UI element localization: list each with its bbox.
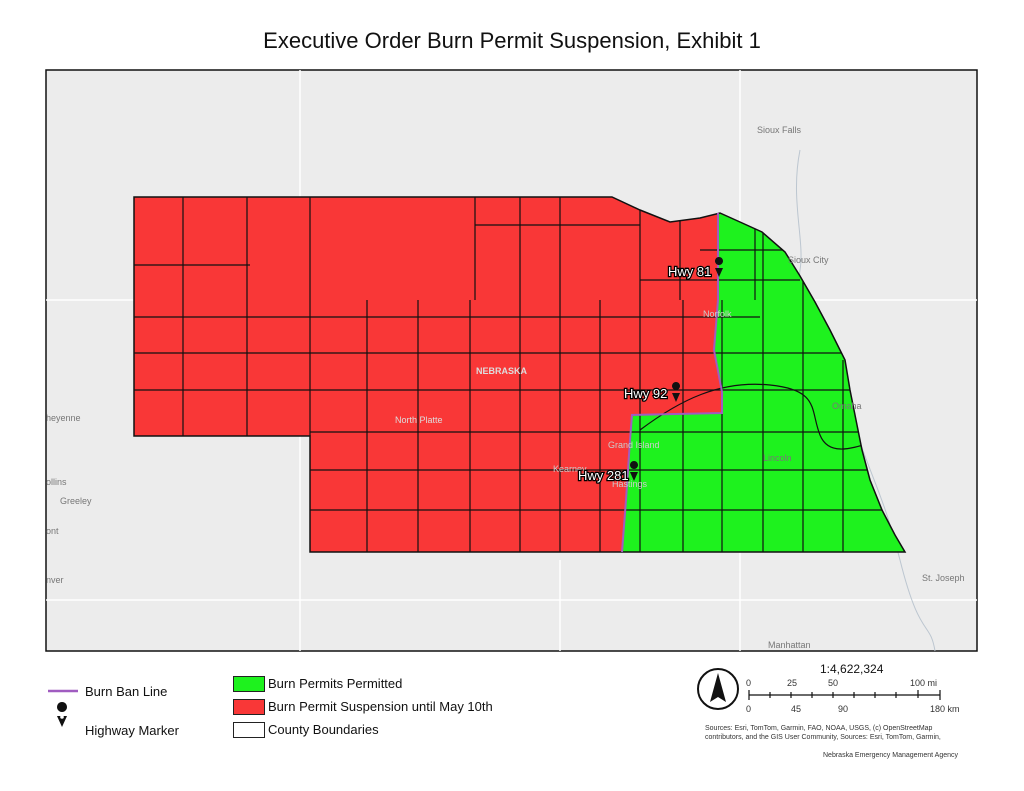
sources-line2: contributors, and the GIS User Community…	[705, 734, 941, 741]
highway-label: Hwy 92	[624, 386, 667, 401]
scale-mi-50: 50	[828, 678, 839, 688]
map-pin-icon	[715, 257, 724, 277]
legend-permitted: Burn Permits Permitted	[268, 676, 403, 691]
city-label: North Platte	[395, 415, 443, 425]
highway-label: Hwy 281	[578, 468, 629, 483]
city-label: Norfolk	[703, 309, 732, 319]
city-label: Lincoln	[763, 453, 792, 463]
scale-km-180: 180 km	[930, 704, 960, 714]
scale-mi-0: 0	[746, 678, 752, 688]
city-label: ont	[46, 526, 59, 536]
map-pin-icon	[57, 702, 68, 727]
city-label: Kearney	[553, 464, 587, 474]
city-label: nver	[46, 575, 64, 585]
county-boundaries	[134, 197, 900, 552]
legend-county-boundaries: County Boundaries	[268, 722, 379, 737]
north-arrow-icon	[697, 668, 739, 710]
scale-km-0: 0	[746, 704, 752, 714]
city-label: heyenne	[46, 413, 81, 423]
permitted-swatch	[233, 676, 265, 692]
county-swatch	[233, 722, 265, 738]
scale-bar	[748, 690, 941, 700]
map-pin-icon	[672, 382, 681, 402]
legend-suspension: Burn Permit Suspension until May 10th	[268, 699, 493, 714]
city-label: Omaha	[832, 401, 862, 411]
city-label: ollins	[46, 477, 67, 487]
suspension-swatch	[233, 699, 265, 715]
city-label: Manhattan	[768, 640, 811, 650]
legend-highway-marker: Highway Marker	[85, 723, 179, 738]
city-label: Sioux City	[788, 255, 829, 265]
city-label: St. Joseph	[922, 573, 965, 583]
city-label: Grand Island	[608, 440, 660, 450]
highway-labels: Hwy 81 Hwy 92 Hwy 281	[577, 263, 713, 485]
scale-km-45: 45	[791, 704, 802, 714]
city-label: Hastings	[612, 479, 648, 489]
legend-burn-ban-line: Burn Ban Line	[85, 684, 168, 699]
scale-mi-25: 25	[787, 678, 798, 688]
scale-mi-100: 100 mi	[910, 678, 938, 688]
city-label: Greeley	[60, 496, 92, 506]
burn-ban-line[interactable]	[621, 213, 723, 553]
sources-line1: Sources: Esri, TomTom, Garmin, FAO, NOAA…	[705, 725, 933, 732]
state-outline	[133, 196, 907, 553]
state-label: NEBRASKA	[476, 366, 528, 376]
scale-ratio: 1:4,622,324	[820, 662, 884, 676]
map-title: Executive Order Burn Permit Suspension, …	[263, 28, 761, 53]
highway-markers[interactable]	[630, 257, 724, 481]
city-labels: Sioux Falls Sioux City Omaha Lincoln Nor…	[46, 125, 965, 650]
map-pin-icon	[630, 461, 639, 481]
city-label: Sioux Falls	[757, 125, 802, 135]
agency-credit: Nebraska Emergency Management Agency	[823, 752, 959, 759]
scale-km-90: 90	[838, 704, 849, 714]
highway-label: Hwy 81	[668, 264, 711, 279]
